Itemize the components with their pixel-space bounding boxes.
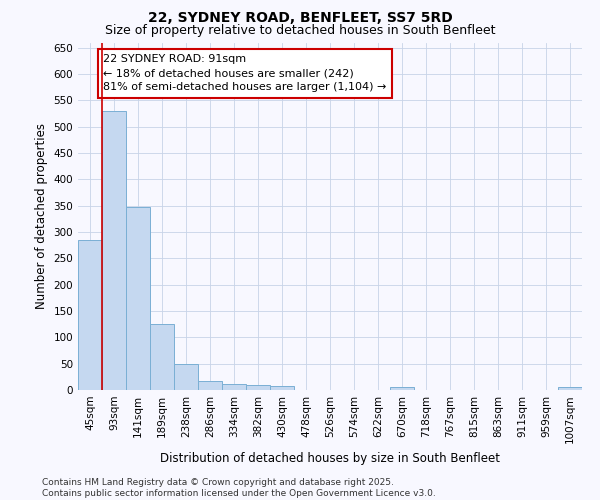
Bar — [78, 240, 102, 390]
Bar — [198, 381, 222, 390]
Bar — [246, 384, 270, 390]
Bar — [270, 386, 294, 390]
Text: Size of property relative to detached houses in South Benfleet: Size of property relative to detached ho… — [105, 24, 495, 37]
X-axis label: Distribution of detached houses by size in South Benfleet: Distribution of detached houses by size … — [160, 452, 500, 464]
Text: 22, SYDNEY ROAD, BENFLEET, SS7 5RD: 22, SYDNEY ROAD, BENFLEET, SS7 5RD — [148, 11, 452, 25]
Text: Contains HM Land Registry data © Crown copyright and database right 2025.
Contai: Contains HM Land Registry data © Crown c… — [42, 478, 436, 498]
Y-axis label: Number of detached properties: Number of detached properties — [35, 123, 48, 309]
Bar — [126, 207, 150, 390]
Text: 22 SYDNEY ROAD: 91sqm
← 18% of detached houses are smaller (242)
81% of semi-det: 22 SYDNEY ROAD: 91sqm ← 18% of detached … — [103, 54, 386, 92]
Bar — [150, 324, 174, 390]
Bar — [174, 364, 198, 390]
Bar — [390, 388, 414, 390]
Bar — [558, 387, 582, 390]
Bar — [102, 111, 126, 390]
Bar — [222, 384, 246, 390]
